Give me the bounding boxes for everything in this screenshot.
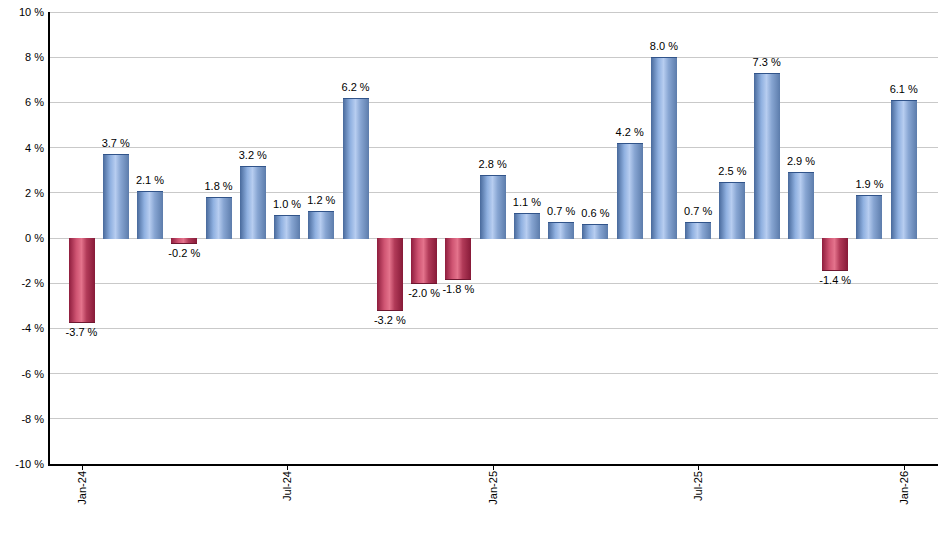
y-axis-tick-label: -6 % [0,367,44,381]
bar-value-label: 4.2 % [616,125,644,139]
bar-value-label: 7.3 % [753,55,781,69]
bar-positive [308,211,334,239]
bar-positive [343,98,369,239]
bar-value-label: 6.2 % [342,80,370,94]
bar-positive [582,224,608,239]
x-axis-tick-label: Jan-25 [486,471,500,505]
bar-positive [274,215,300,239]
y-axis-line [48,12,50,466]
x-axis-tick [698,464,699,470]
bar-value-label: 0.6 % [581,206,609,220]
bar-value-label: 2.9 % [787,154,815,168]
x-axis-tick [493,464,494,470]
gridline [49,373,938,374]
bar-value-label: 3.7 % [102,136,130,150]
bar-positive [719,182,745,240]
bar-positive [548,222,574,239]
x-axis-tick-label: Jul-24 [280,471,294,501]
bar-value-label: 0.7 % [547,204,575,218]
bar-positive [651,57,677,239]
bar-negative [171,238,197,244]
gridline [49,57,938,58]
bar-value-label: 1.8 % [204,179,232,193]
x-axis-tick [287,464,288,470]
bar-negative [69,238,95,323]
gridline [49,147,938,148]
y-axis-tick-label: -10 % [0,457,44,471]
x-axis-tick [904,464,905,470]
bar-value-label: -1.4 % [819,273,851,287]
x-axis-tick-label: Jan-24 [75,471,89,505]
bar-value-label: 2.8 % [479,157,507,171]
bar-positive [480,175,506,239]
bar-positive [514,213,540,239]
y-axis-tick-label: 2 % [0,186,44,200]
gridline [49,328,938,329]
y-axis-tick-label: 6 % [0,95,44,109]
bar-value-label: 1.1 % [513,195,541,209]
bar-positive [206,197,232,239]
bar-positive [685,222,711,239]
x-axis-tick-label: Jan-26 [897,471,911,505]
gridline [49,12,938,13]
y-axis-tick-label: -4 % [0,321,44,335]
bar-negative [445,238,471,280]
bar-value-label: 8.0 % [650,39,678,53]
bar-negative [377,238,403,311]
y-axis-tick-label: -2 % [0,276,44,290]
bar-positive [240,166,266,239]
bar-value-label: 1.2 % [307,193,335,207]
x-axis-tick [82,464,83,470]
bar-value-label: -2.0 % [408,286,440,300]
y-axis-tick-label: 4 % [0,141,44,155]
bar-positive [891,100,917,239]
bar-value-label: 2.5 % [718,164,746,178]
bar-positive [856,195,882,239]
bar-value-label: -3.2 % [374,313,406,327]
bar-negative [822,238,848,271]
gridline [49,283,938,284]
bar-value-label: 1.0 % [273,197,301,211]
gridline [49,102,938,103]
bar-positive [103,154,129,239]
bar-positive [754,73,780,239]
y-axis-tick-label: 0 % [0,231,44,245]
bar-value-label: -3.7 % [66,325,98,339]
y-axis-tick-label: 10 % [0,5,44,19]
bar-positive [788,172,814,239]
bar-value-label: 2.1 % [136,173,164,187]
y-axis-tick-label: 8 % [0,50,44,64]
y-axis-tick-label: -8 % [0,412,44,426]
bar-value-label: -1.8 % [442,282,474,296]
bar-value-label: -0.2 % [168,246,200,260]
monthly-returns-bar-chart: 10 % 8 % 6 % 4 % 2 % 0 % -2 % -4 % -6 % -8 % -10 %… [0,0,940,550]
bar-positive [617,143,643,239]
bar-value-label: 3.2 % [239,148,267,162]
bar-positive [137,191,163,239]
gridline [49,418,938,419]
x-axis-tick-label: Jul-25 [691,471,705,501]
bar-value-label: 1.9 % [855,177,883,191]
bar-negative [411,238,437,284]
bar-value-label: 6.1 % [890,82,918,96]
bar-value-label: 0.7 % [684,204,712,218]
